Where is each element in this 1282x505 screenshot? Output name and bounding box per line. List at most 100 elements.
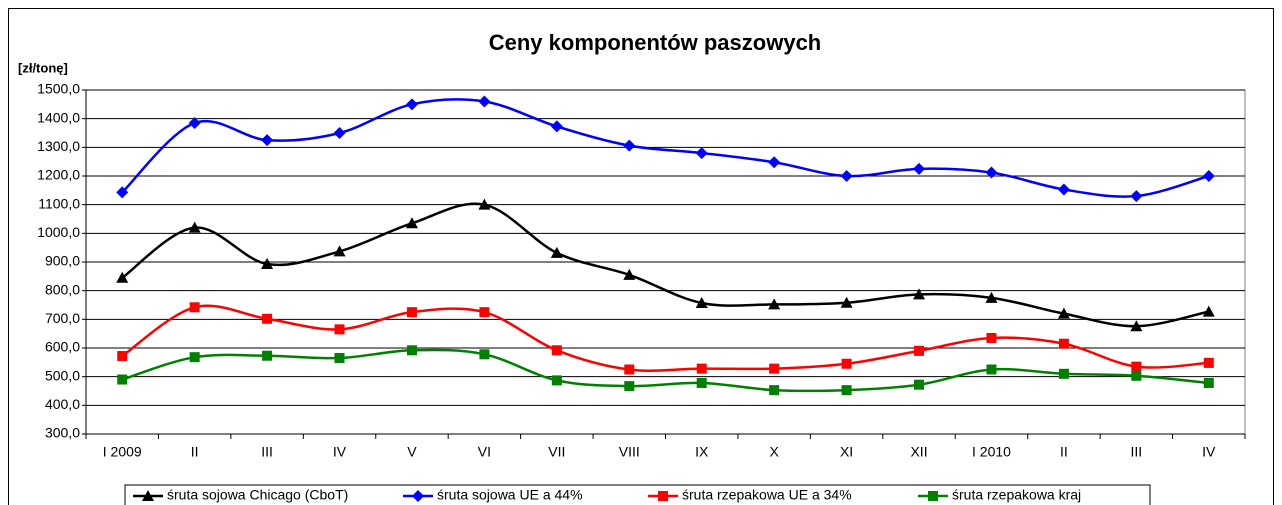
y-tick-label: 1100,0 xyxy=(38,195,80,211)
data-point xyxy=(695,147,708,160)
x-tick-label: III xyxy=(261,444,273,460)
data-point xyxy=(986,364,997,375)
data-point xyxy=(913,162,926,175)
data-point xyxy=(623,139,636,152)
x-tick-label: IV xyxy=(1202,444,1216,460)
legend-marker xyxy=(142,490,154,501)
x-tick-label: VII xyxy=(548,444,565,460)
data-point xyxy=(1130,190,1143,203)
data-point xyxy=(840,170,853,182)
y-tick-label: 900,0 xyxy=(45,253,80,269)
y-tick-label: 1200,0 xyxy=(37,167,80,183)
data-point xyxy=(478,198,491,210)
y-tick-label: 300,0 xyxy=(45,425,80,441)
x-tick-label: VI xyxy=(478,444,491,460)
data-point xyxy=(914,345,925,356)
x-tick-label: I 2009 xyxy=(103,444,142,460)
y-tick-label: 600,0 xyxy=(45,339,80,355)
x-tick-label: XII xyxy=(910,444,927,460)
data-point xyxy=(262,313,273,324)
y-tick-label: 1000,0 xyxy=(37,224,80,240)
legend-marker xyxy=(928,491,938,501)
data-point xyxy=(1202,170,1215,182)
data-point xyxy=(261,258,274,270)
data-point xyxy=(478,95,491,108)
data-point xyxy=(914,379,925,390)
series-line xyxy=(121,348,1209,393)
y-tick-label: 400,0 xyxy=(45,396,80,412)
data-point xyxy=(985,291,998,303)
legend-text: śruta rzepakowa kraj xyxy=(952,487,1081,503)
y-tick-label: 500,0 xyxy=(45,367,80,383)
data-point xyxy=(188,116,201,129)
data-point xyxy=(188,221,201,233)
data-point xyxy=(841,385,852,396)
data-point xyxy=(334,324,345,335)
data-point xyxy=(117,351,128,362)
y-tick-label: 1500,0 xyxy=(37,81,80,97)
data-point xyxy=(696,377,707,388)
x-tick-label: III xyxy=(1131,444,1143,460)
legend-box xyxy=(124,484,1151,505)
data-point xyxy=(262,350,273,361)
data-point xyxy=(624,381,635,392)
data-point xyxy=(406,345,417,356)
data-point xyxy=(261,134,274,147)
data-point xyxy=(333,127,346,139)
x-tick-label: I 2010 xyxy=(972,444,1011,460)
data-point xyxy=(1057,307,1070,319)
data-point xyxy=(840,296,853,308)
data-point xyxy=(189,302,200,313)
data-point xyxy=(551,375,562,386)
legend-text: śruta rzepakowa UE a 34% xyxy=(682,487,852,503)
x-tick-label: IX xyxy=(695,444,709,460)
data-point xyxy=(117,374,128,385)
data-point xyxy=(768,156,781,169)
legend-text: śruta sojowa Chicago (CboT) xyxy=(167,487,348,503)
x-tick-label: IV xyxy=(333,444,347,460)
y-tick-label: 800,0 xyxy=(45,281,80,297)
data-point xyxy=(695,296,708,308)
data-point xyxy=(1057,183,1070,196)
y-tick-label: 700,0 xyxy=(45,310,80,326)
y-tick-label: 1400,0 xyxy=(37,109,80,125)
data-point xyxy=(1130,320,1143,332)
data-point xyxy=(1203,357,1214,368)
data-point xyxy=(696,363,707,374)
data-point xyxy=(479,349,490,360)
series-line xyxy=(121,98,1210,198)
x-tick-label: II xyxy=(191,444,199,460)
y-axis-label: [zł/tonę] xyxy=(18,60,68,75)
series-line xyxy=(121,202,1210,328)
legend-text: śruta sojowa UE a 44% xyxy=(437,487,583,503)
data-point xyxy=(841,358,852,369)
data-point xyxy=(1131,361,1142,372)
legend-marker xyxy=(412,490,424,502)
series-line xyxy=(121,304,1209,372)
data-point xyxy=(1202,305,1215,317)
x-tick-label: II xyxy=(1060,444,1068,460)
data-point xyxy=(1058,338,1069,349)
data-point xyxy=(116,271,129,283)
data-point xyxy=(768,298,781,310)
data-point xyxy=(333,245,346,257)
x-tick-label: X xyxy=(769,444,779,460)
data-point xyxy=(405,217,418,229)
x-tick-label: V xyxy=(407,444,417,460)
data-point xyxy=(624,364,635,375)
data-point xyxy=(550,246,563,258)
data-point xyxy=(1058,368,1069,379)
data-point xyxy=(479,307,490,318)
data-point xyxy=(116,186,129,199)
data-point xyxy=(623,268,636,280)
legend-marker xyxy=(658,491,668,501)
x-tick-label: XI xyxy=(840,444,853,460)
x-tick-label: VIII xyxy=(619,444,640,460)
data-point xyxy=(913,288,926,300)
data-point xyxy=(1203,377,1214,388)
data-point xyxy=(551,345,562,356)
data-point xyxy=(334,353,345,364)
data-point xyxy=(1131,370,1142,381)
y-tick-label: 1300,0 xyxy=(37,138,80,154)
